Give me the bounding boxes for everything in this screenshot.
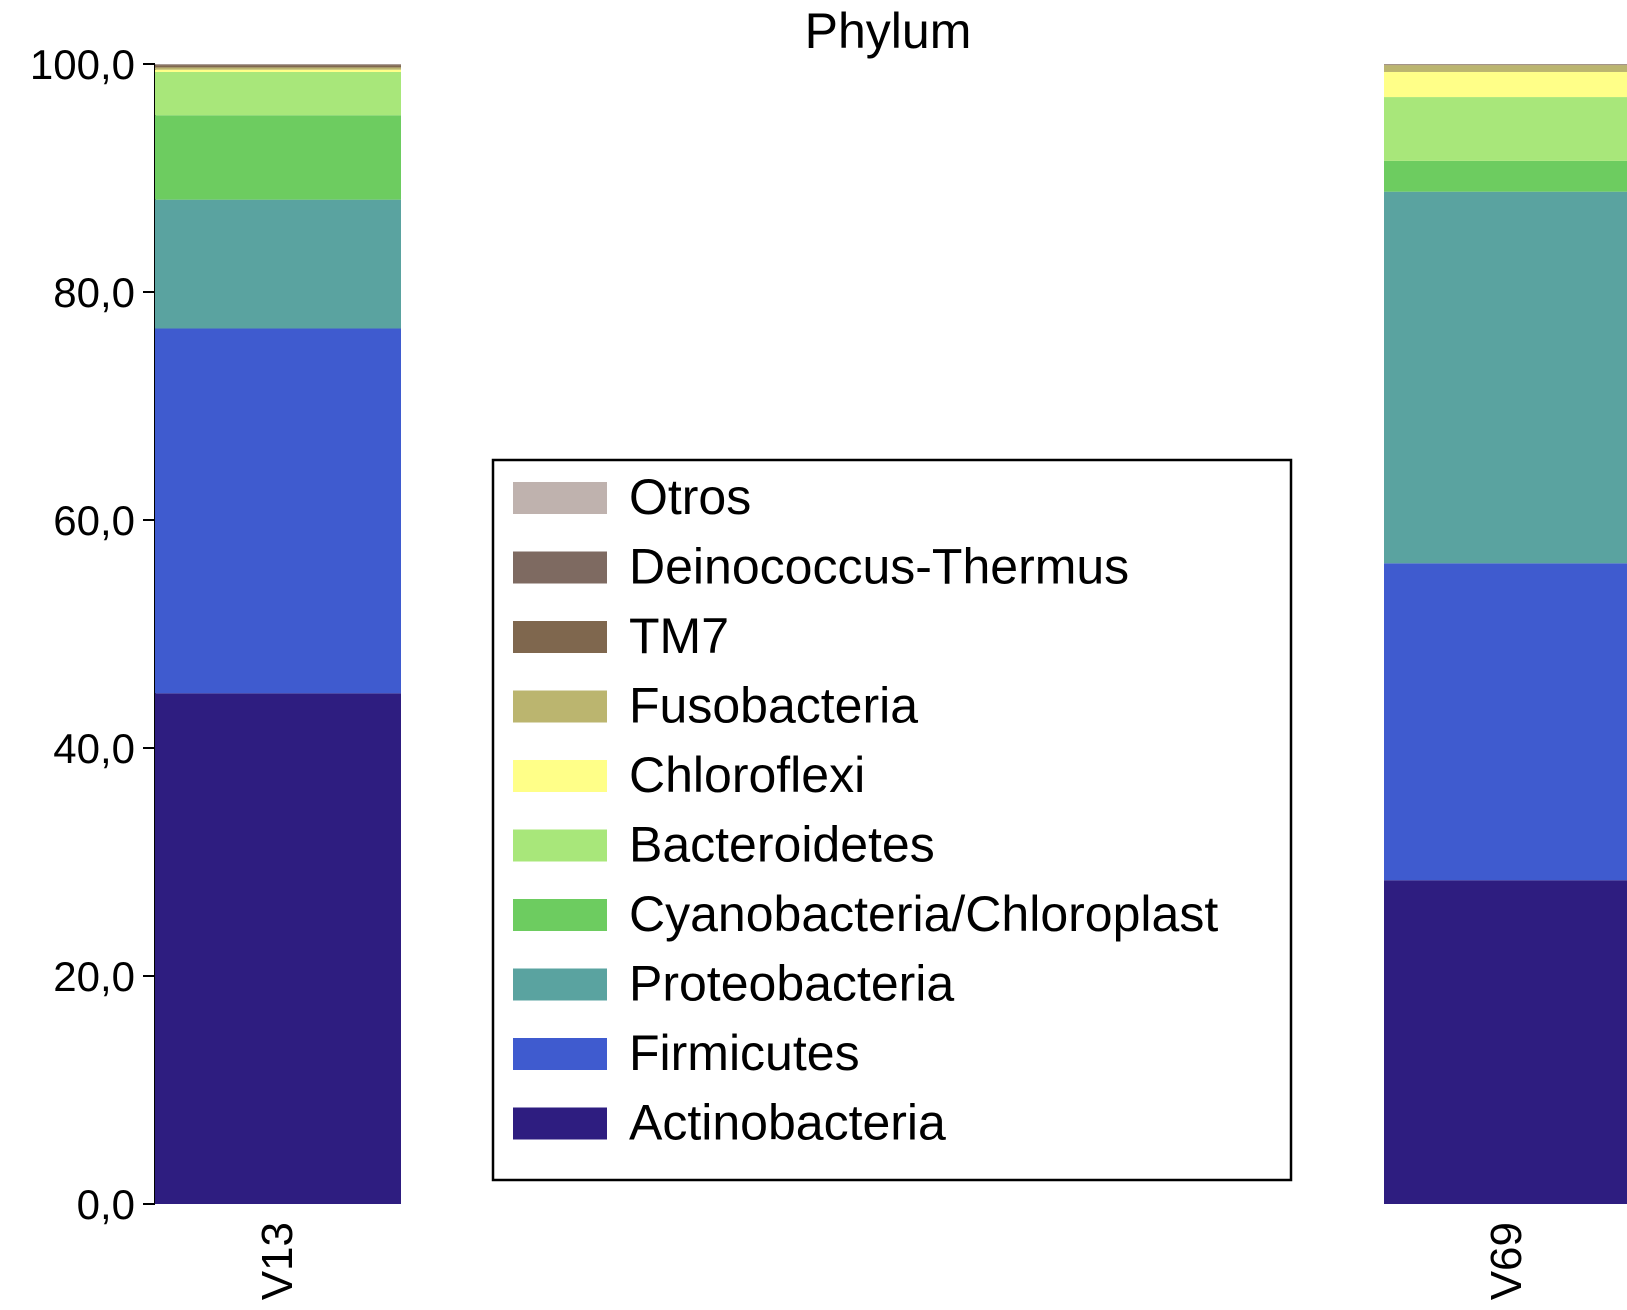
- bar-segment-fusobacteria: [155, 67, 401, 70]
- legend-item-fusobacteria: Fusobacteria: [513, 678, 918, 734]
- legend-swatch: [513, 1107, 607, 1140]
- bar-segment-proteobacteria: [155, 199, 401, 329]
- legend-swatch: [513, 899, 607, 931]
- legend-item-actinobacteria: Actinobacteria: [513, 1095, 946, 1151]
- legend-label: Bacteroidetes: [629, 817, 935, 873]
- bar-stack-v69: [1384, 64, 1627, 1204]
- legend-item-deinococcus-thermus: Deinococcus-Thermus: [513, 539, 1129, 595]
- bar-segment-deinococcus-thermus: [155, 64, 401, 66]
- y-tick-label: 80,0: [53, 269, 135, 316]
- legend-swatch: [513, 829, 607, 862]
- x-category-label: V69: [1482, 1222, 1531, 1300]
- legend-label: Chloroflexi: [629, 747, 865, 803]
- legend-swatch: [513, 760, 607, 792]
- x-category-label: V13: [253, 1222, 302, 1300]
- bar-segment-chloroflexi: [155, 69, 401, 72]
- bar-segment-proteobacteria: [1384, 191, 1627, 564]
- legend-item-tm7: TM7: [513, 608, 729, 664]
- bar-segment-cyanobacteria-chloroplast: [1384, 160, 1627, 192]
- bar-segment-tm7: [155, 65, 401, 68]
- x-axis: V13 V69: [253, 1222, 1531, 1300]
- legend-label: Proteobacteria: [629, 956, 954, 1012]
- legend-swatch: [513, 690, 607, 723]
- y-tick-label: 60,0: [53, 497, 135, 544]
- bar-segment-actinobacteria: [155, 693, 401, 1204]
- legend-label: Cyanobacteria/Chloroplast: [629, 886, 1218, 942]
- bar-segment-otros: [155, 64, 401, 65]
- bar-segment-bacteroidetes: [1384, 97, 1627, 161]
- legend: Otros Deinococcus-Thermus TM7 Fusobacteria C…: [491, 458, 1293, 1182]
- bar-segment-chloroflexi: [1384, 71, 1627, 98]
- legend-label: Deinococcus-Thermus: [629, 539, 1129, 595]
- legend-swatch: [513, 968, 607, 1001]
- legend-item-firmicutes: Firmicutes: [513, 1025, 860, 1081]
- legend-label: TM7: [629, 608, 729, 664]
- legend-item-proteobacteria: Proteobacteria: [513, 956, 954, 1012]
- legend-label: Actinobacteria: [629, 1095, 946, 1151]
- legend-swatch: [513, 621, 607, 653]
- bar-segment-bacteroidetes: [155, 71, 401, 116]
- legend-label: Firmicutes: [629, 1025, 860, 1081]
- bar-segment-fusobacteria: [1384, 65, 1627, 72]
- bar-segment-cyanobacteria-chloroplast: [155, 115, 401, 200]
- bar-segment-firmicutes: [155, 328, 401, 694]
- bars: [155, 64, 1627, 1204]
- legend-label: Fusobacteria: [629, 678, 918, 734]
- legend-item-cyanobacteria-chloroplast: Cyanobacteria/Chloroplast: [513, 886, 1218, 942]
- legend-box: [491, 458, 1293, 1182]
- bar-segment-actinobacteria: [1384, 880, 1627, 1204]
- legend-label: Otros: [629, 469, 751, 525]
- y-tick-label: 20,0: [53, 953, 135, 1000]
- y-axis: 0,0 20,0 40,0 60,0 80,0 100,0: [30, 41, 156, 1228]
- legend-swatch: [513, 482, 607, 514]
- legend-swatch: [513, 551, 607, 584]
- chart-title: Phylum: [805, 3, 972, 59]
- bar-segment-tm7: [1384, 64, 1627, 66]
- legend-item-chloroflexi: Chloroflexi: [513, 747, 865, 803]
- bar-segment-firmicutes: [1384, 563, 1627, 881]
- y-tick-label: 40,0: [53, 725, 135, 772]
- y-tick-label: 100,0: [30, 41, 135, 88]
- legend-swatch: [513, 1038, 607, 1070]
- bar-stack-v13: [155, 64, 401, 1204]
- y-tick-label: 0,0: [77, 1181, 135, 1228]
- legend-item-otros: Otros: [513, 469, 751, 525]
- legend-item-bacteroidetes: Bacteroidetes: [513, 817, 935, 873]
